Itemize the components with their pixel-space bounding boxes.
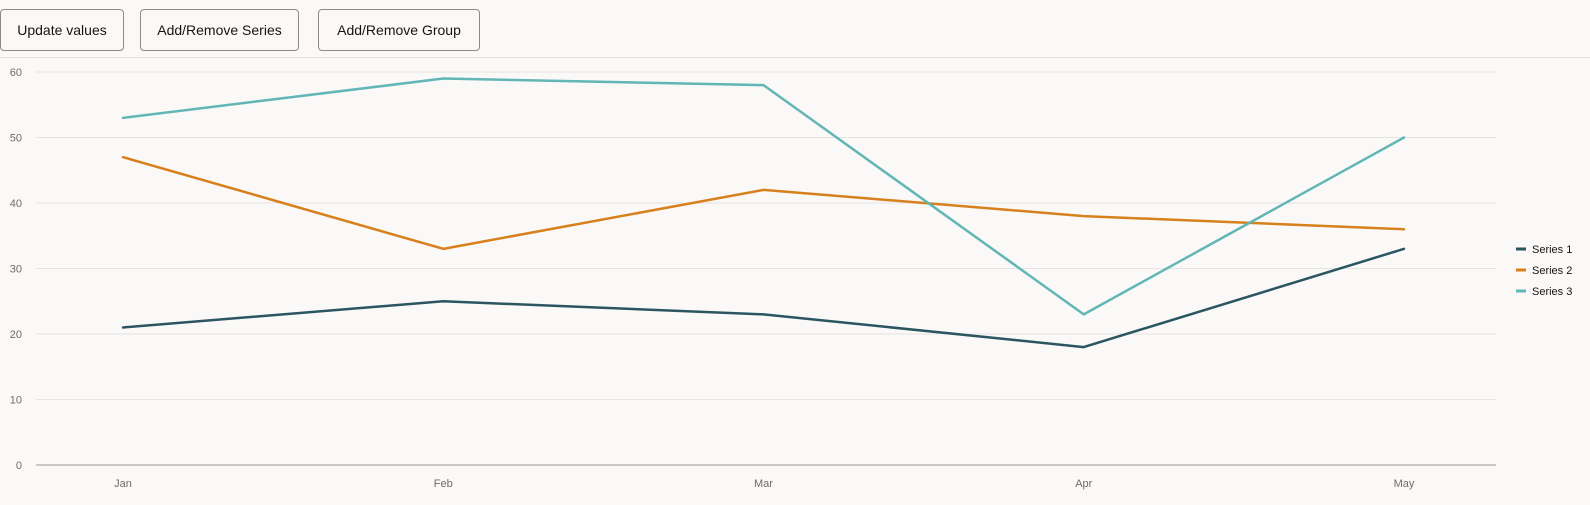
add-remove-group-button[interactable]: Add/Remove Group [318,9,480,51]
x-tick-label: May [1394,478,1415,490]
y-tick-label: 20 [10,329,22,341]
x-tick-label: Jan [114,478,132,490]
add-remove-series-button[interactable]: Add/Remove Series [140,9,299,51]
y-tick-label: 30 [10,264,22,276]
series-line [121,155,1406,251]
y-tick-label: 10 [10,395,22,407]
legend-label: Series 3 [1532,286,1572,298]
legend-label: Series 1 [1532,244,1572,256]
line-chart: 0 10 20 30 40 50 60 Jan Feb Mar Apr May Series 1 Seri… [0,58,1590,500]
y-tick-label: 40 [10,198,22,210]
chart-svg: 0 10 20 30 40 50 60 Jan Feb Mar Apr May Series 1 Seri… [10,67,1573,490]
x-tick-label: Feb [434,478,453,490]
series-line [121,247,1406,349]
x-tick-label: Mar [754,478,773,490]
y-tick-label: 50 [10,133,22,145]
y-tick-label: 60 [10,67,22,79]
series-line [121,77,1406,316]
update-values-button[interactable]: Update values [0,9,124,51]
legend-label: Series 2 [1532,265,1572,277]
toolbar: Update values Add/Remove Series Add/Remo… [0,0,1590,58]
y-tick-label: 0 [16,460,22,472]
x-tick-label: Apr [1075,478,1092,490]
